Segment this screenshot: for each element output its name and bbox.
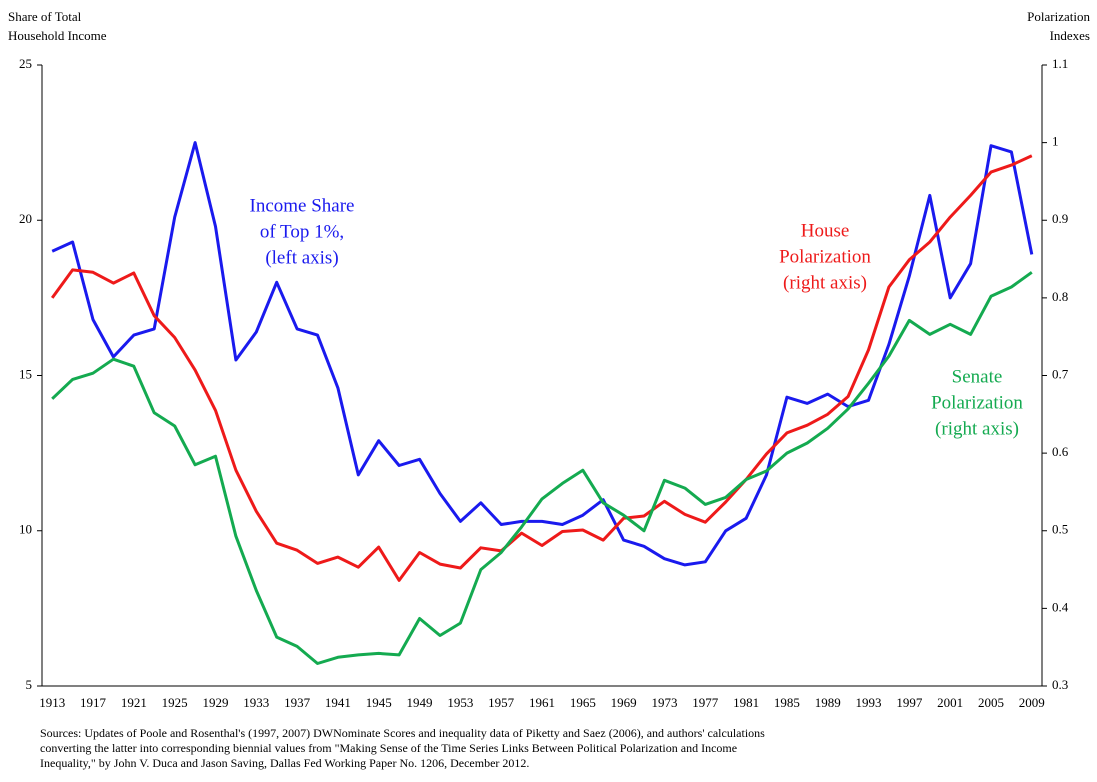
x-tick-label: 1985 — [774, 695, 800, 710]
x-tick-label: 1929 — [202, 695, 228, 710]
x-tick-label: 1981 — [733, 695, 759, 710]
x-tick-label: 1965 — [570, 695, 596, 710]
y2-tick-label: 0.4 — [1052, 599, 1069, 614]
y2-tick-label: 0.8 — [1052, 289, 1068, 304]
x-tick-label: 1957 — [488, 695, 515, 710]
x-tick-label: 1989 — [815, 695, 841, 710]
x-tick-label: 1937 — [284, 695, 311, 710]
x-tick-label: 1913 — [39, 695, 65, 710]
annotation: (right axis) — [783, 272, 867, 293]
x-tick-label: 1933 — [243, 695, 269, 710]
annotation: House — [801, 220, 850, 241]
y-tick-label: 20 — [19, 211, 32, 226]
x-tick-label: 1949 — [407, 695, 433, 710]
y-axis-label: Share of Total — [8, 9, 82, 24]
x-tick-label: 1997 — [896, 695, 923, 710]
annotation: Polarization — [931, 392, 1023, 413]
x-tick-label: 1921 — [121, 695, 147, 710]
y2-axis-label: Polarization — [1027, 9, 1090, 24]
y2-tick-label: 0.7 — [1052, 366, 1069, 381]
x-tick-label: 1993 — [856, 695, 882, 710]
x-tick-label: 1917 — [80, 695, 107, 710]
y-tick-label: 10 — [19, 522, 32, 537]
y2-tick-label: 1.1 — [1052, 56, 1068, 71]
annotation: Income Share — [250, 195, 355, 216]
source-note: converting the latter into corresponding… — [40, 741, 737, 755]
y2-tick-label: 0.5 — [1052, 522, 1068, 537]
x-tick-label: 1977 — [692, 695, 719, 710]
x-tick-label: 2005 — [978, 695, 1004, 710]
series-line — [50, 154, 1033, 582]
y-tick-label: 15 — [19, 366, 32, 381]
series-line — [51, 141, 1034, 567]
x-tick-label: 1945 — [366, 695, 392, 710]
series-line — [51, 271, 1033, 665]
annotation: Polarization — [779, 246, 871, 267]
y2-tick-label: 1 — [1052, 134, 1059, 149]
annotation: Senate — [952, 366, 1003, 387]
annotation: of Top 1%, — [260, 221, 344, 242]
x-tick-label: 1925 — [162, 695, 188, 710]
y-tick-label: 5 — [26, 677, 33, 692]
x-tick-label: 1941 — [325, 695, 351, 710]
x-tick-label: 2009 — [1019, 695, 1045, 710]
x-tick-label: 1961 — [529, 695, 555, 710]
y2-tick-label: 0.9 — [1052, 211, 1068, 226]
source-note: Inequality," by John V. Duca and Jason S… — [40, 756, 529, 770]
x-tick-label: 2001 — [937, 695, 963, 710]
source-note: Sources: Updates of Poole and Rosenthal'… — [40, 726, 765, 740]
x-tick-label: 1953 — [447, 695, 473, 710]
annotation: (right axis) — [935, 418, 1019, 439]
y2-axis-label: Indexes — [1050, 28, 1090, 43]
x-tick-label: 1973 — [651, 695, 677, 710]
y-tick-label: 25 — [19, 56, 32, 71]
x-tick-label: 1969 — [611, 695, 637, 710]
y2-tick-label: 0.3 — [1052, 677, 1068, 692]
y-axis-label: Household Income — [8, 28, 107, 43]
annotation: (left axis) — [265, 247, 338, 268]
y2-tick-label: 0.6 — [1052, 444, 1069, 459]
